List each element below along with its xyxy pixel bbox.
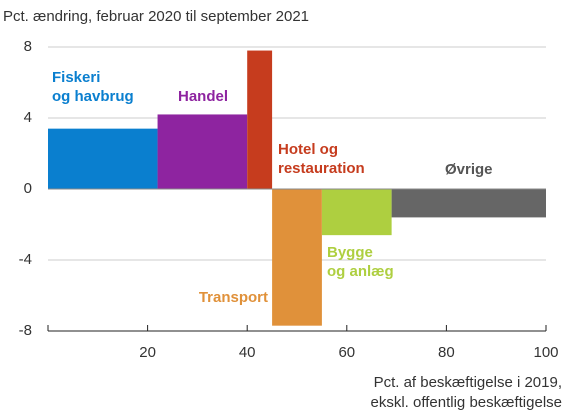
- y-tick-label: 8: [24, 38, 32, 55]
- y-tick-label: 0: [24, 180, 32, 197]
- x-tick-label: 100: [533, 344, 558, 361]
- x-axis-label: Pct. af beskæftigelse i 2019,: [374, 374, 562, 391]
- chart-title: Pct. ændring, februar 2020 til september…: [3, 8, 309, 25]
- x-tick-label: 20: [139, 344, 156, 361]
- bar: [391, 189, 546, 218]
- category-label: Handel: [178, 88, 228, 105]
- category-label: Fiskeri: [52, 69, 100, 86]
- category-label: Hotel og: [278, 141, 338, 158]
- x-axis-label: ekskl. offentlig beskæftigelse: [371, 394, 563, 411]
- y-tick-label: -8: [19, 322, 32, 339]
- category-label: restauration: [278, 160, 365, 177]
- bar: [321, 189, 392, 236]
- category-label: Transport: [199, 289, 268, 306]
- bar: [48, 128, 158, 189]
- bar: [157, 114, 248, 189]
- bar: [272, 189, 322, 326]
- bar: [247, 50, 273, 189]
- x-tick-label: 40: [239, 344, 256, 361]
- y-tick-label: 4: [24, 109, 32, 126]
- category-label: og havbrug: [52, 88, 134, 105]
- x-tick-label: 60: [338, 344, 355, 361]
- category-label: Øvrige: [445, 161, 493, 178]
- category-label: og anlæg: [327, 263, 394, 280]
- y-tick-label: -4: [19, 251, 32, 268]
- category-label: Bygge: [327, 244, 373, 261]
- x-tick-label: 80: [438, 344, 455, 361]
